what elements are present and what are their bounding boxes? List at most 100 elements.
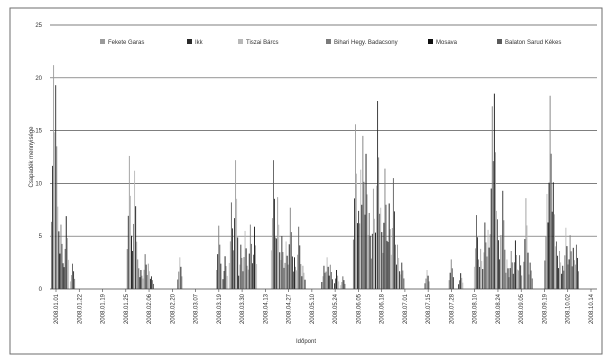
bar bbox=[303, 272, 305, 289]
bar bbox=[322, 276, 324, 289]
bar bbox=[371, 233, 373, 289]
x-tick-label: 2008.07.01 bbox=[403, 293, 409, 324]
bar bbox=[328, 275, 330, 289]
chart-frame bbox=[9, 7, 603, 355]
bar bbox=[427, 275, 429, 289]
bar bbox=[501, 234, 503, 289]
bar bbox=[271, 218, 273, 289]
y-axis-title: Csapadék mennyisége bbox=[29, 126, 35, 188]
bar bbox=[246, 265, 248, 289]
bar bbox=[502, 190, 504, 289]
bar bbox=[283, 267, 285, 289]
bar bbox=[552, 182, 554, 289]
bar bbox=[335, 278, 336, 289]
bar bbox=[459, 280, 461, 289]
bar bbox=[69, 281, 71, 289]
bar bbox=[237, 237, 239, 289]
bar bbox=[58, 231, 60, 289]
x-tick-label: 2008.05.24 bbox=[333, 293, 339, 324]
bar bbox=[577, 257, 578, 289]
bar bbox=[373, 218, 375, 289]
bar bbox=[62, 263, 64, 289]
bar bbox=[217, 254, 219, 289]
y-tick-label: 20 bbox=[35, 76, 42, 82]
bar bbox=[572, 247, 574, 289]
x-tick-label: 2008.08.10 bbox=[473, 293, 479, 324]
bar bbox=[399, 271, 401, 289]
bar bbox=[473, 266, 475, 289]
bar bbox=[381, 232, 383, 289]
bar bbox=[486, 256, 488, 289]
bar bbox=[384, 168, 386, 289]
bar bbox=[553, 214, 555, 289]
bar bbox=[136, 241, 138, 289]
bar bbox=[135, 206, 137, 289]
bar bbox=[321, 282, 323, 289]
bar bbox=[356, 173, 357, 289]
bar bbox=[141, 275, 143, 289]
bar bbox=[296, 270, 298, 289]
bar bbox=[229, 241, 231, 289]
bar bbox=[222, 279, 224, 289]
bar bbox=[285, 241, 287, 289]
bar bbox=[281, 236, 283, 289]
bar bbox=[284, 262, 286, 289]
bar bbox=[477, 237, 478, 289]
bar bbox=[563, 270, 565, 289]
bar bbox=[528, 274, 530, 289]
bar bbox=[67, 259, 69, 289]
bar bbox=[224, 256, 226, 289]
bar bbox=[248, 253, 250, 289]
bar bbox=[280, 259, 282, 289]
bar bbox=[324, 272, 326, 289]
bar bbox=[357, 223, 359, 289]
bar bbox=[527, 252, 529, 289]
bar bbox=[60, 224, 62, 289]
bar bbox=[460, 273, 462, 289]
bar bbox=[352, 239, 354, 289]
bar bbox=[140, 269, 142, 289]
bar bbox=[143, 269, 145, 289]
bar bbox=[358, 210, 360, 289]
bar bbox=[377, 101, 379, 289]
bar bbox=[403, 278, 405, 289]
bar bbox=[276, 238, 278, 289]
bar bbox=[558, 268, 559, 289]
bar bbox=[291, 256, 293, 289]
bar bbox=[243, 257, 245, 289]
x-tick-label: 2008.02.20 bbox=[170, 293, 176, 324]
x-axis-title: Időpont bbox=[296, 339, 316, 345]
bar bbox=[290, 232, 292, 289]
bar bbox=[54, 132, 56, 289]
bar bbox=[565, 227, 567, 289]
bar bbox=[239, 264, 241, 289]
bar bbox=[72, 263, 73, 289]
bar bbox=[482, 269, 484, 289]
bar bbox=[545, 236, 547, 289]
bar bbox=[393, 211, 395, 289]
bar bbox=[292, 271, 294, 289]
bar bbox=[249, 224, 251, 289]
bar bbox=[550, 153, 552, 289]
bar bbox=[329, 264, 331, 289]
bar bbox=[548, 182, 550, 289]
bar bbox=[338, 281, 340, 289]
bar bbox=[56, 146, 58, 289]
bar bbox=[458, 284, 460, 289]
bar bbox=[510, 250, 512, 289]
bar bbox=[341, 282, 343, 289]
bar bbox=[64, 248, 66, 289]
bar bbox=[250, 243, 252, 289]
bar bbox=[379, 213, 381, 289]
bar bbox=[65, 216, 67, 289]
x-tick-label: 2008.09.19 bbox=[542, 293, 548, 324]
bar bbox=[554, 246, 556, 289]
bar bbox=[52, 165, 53, 289]
bar bbox=[149, 278, 151, 289]
bar bbox=[461, 277, 463, 289]
bar bbox=[387, 241, 389, 289]
bar bbox=[396, 264, 397, 289]
bar bbox=[59, 253, 61, 289]
bar bbox=[298, 226, 300, 289]
